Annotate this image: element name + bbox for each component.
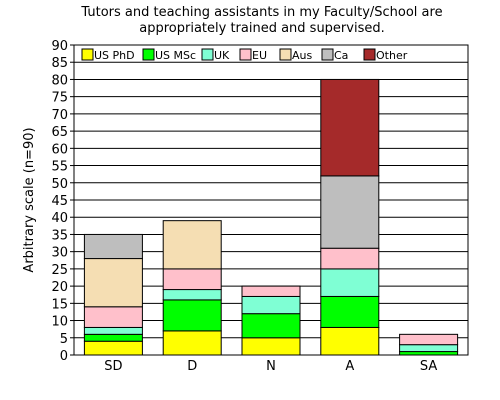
bar-segment-us-phd-n [241,337,301,356]
y-tick-label: 15 [51,297,68,312]
y-tick-label: 5 [60,332,68,347]
y-tick-label: 40 [51,211,68,226]
legend-label-uk: UK [214,49,230,62]
bar-segment-other-a [320,78,380,177]
bar-segment-uk-sd [83,326,143,335]
bar-segment-us-msc-n [241,313,301,339]
x-tick-label-a: A [345,359,354,374]
legend-label-eu: EU [252,49,267,62]
legend-swatch-us-msc [142,48,155,61]
y-tick-label: 60 [51,142,68,157]
y-tick-label: 50 [51,177,68,192]
bar-segment-uk-n [241,295,301,315]
y-axis-ticks: 0 5 10 15 20 25 30 35 40 45 50 55 60 65 70 75 80 85 90 [51,39,74,364]
bar-segment-eu-d [162,268,222,291]
x-tick-label-n: N [266,359,276,374]
legend-label-aus: Aus [292,49,312,62]
bar-segment-us-phd-d [162,330,222,356]
legend: US PhD US MSc UK EU Aus Ca Other [81,48,408,62]
bar-segment-uk-a [320,268,380,297]
legend-label-us-phd: US PhD [94,49,135,62]
bar-segment-uk-sa [399,344,459,353]
chart-title-line-2: appropriately trained and supervised. [139,21,385,36]
y-tick-label: 25 [51,263,68,278]
y-tick-label: 75 [51,91,68,106]
y-tick-label: 10 [51,315,68,330]
chart-title: Tutors and teaching assistants in my Fac… [80,5,442,36]
legend-swatch-eu [239,48,252,61]
bar-segment-us-msc-sa [399,351,459,356]
y-axis-label: Arbitrary scale (n=90) [22,127,37,272]
y-tick-label: 55 [51,160,68,175]
legend-label-other: Other [376,49,408,62]
y-tick-label: 80 [51,73,68,88]
bar-segment-aus-sd [83,258,143,308]
y-tick-label: 35 [51,228,68,243]
bar-segment-us-msc-d [162,299,222,332]
legend-swatch-ca [321,48,334,61]
y-tick-label: 0 [60,349,68,364]
bar-segment-eu-n [241,285,301,297]
y-tick-label: 90 [51,39,68,54]
bar-segment-us-msc-a [320,295,380,328]
x-axis-ticks: SD D N A SA [104,359,437,374]
x-tick-label-sd: SD [104,359,122,374]
y-tick-label: 45 [51,194,68,209]
bar-segment-aus-d [162,220,222,270]
bar-segment-uk-d [162,289,222,301]
legend-swatch-us-phd [81,48,94,61]
legend-swatch-aus [279,48,292,61]
y-tick-label: 65 [51,125,68,140]
y-tick-label: 30 [51,246,68,261]
y-tick-label: 20 [51,280,68,295]
legend-label-us-msc: US MSc [155,49,196,62]
bar-segment-eu-sd [83,306,143,328]
bar-segment-eu-sa [399,333,459,346]
y-tick-label: 70 [51,108,68,123]
legend-swatch-uk [201,48,214,61]
bar-segment-ca-a [320,175,380,249]
x-tick-label-sa: SA [420,359,437,374]
bar-segment-us-phd-sd [83,340,143,356]
legend-swatch-other [363,48,376,61]
bars [83,78,459,356]
x-tick-label-d: D [187,359,197,374]
bar-segment-us-phd-a [320,326,380,356]
y-tick-label: 85 [51,56,68,71]
bar-segment-us-msc-sd [83,333,143,342]
chart-title-line-1: Tutors and teaching assistants in my Fac… [80,5,442,20]
plot-frame [73,44,469,356]
bar-segment-eu-a [320,247,380,270]
bar-segment-ca-sd [83,233,143,260]
legend-label-ca: Ca [334,49,348,62]
